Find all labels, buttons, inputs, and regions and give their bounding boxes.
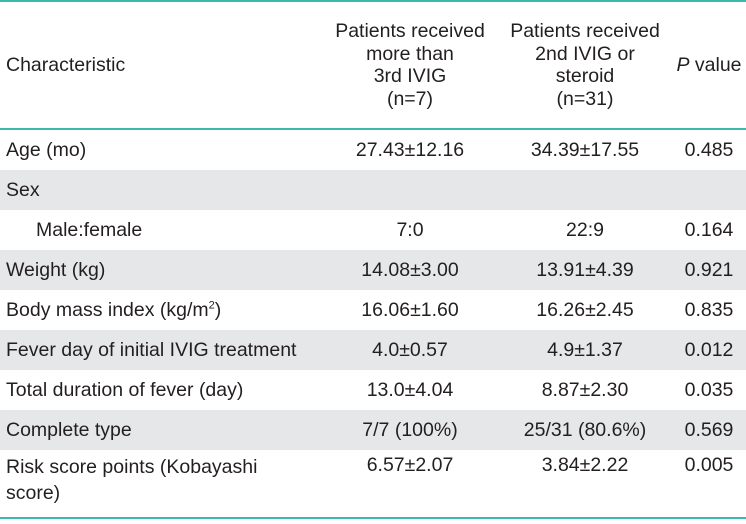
row-label-superscript: 2 xyxy=(208,299,215,312)
row-group1-value: 16.06±1.60 xyxy=(361,299,459,321)
header-p-letter: P xyxy=(676,53,690,76)
row-p-value: 0.035 xyxy=(684,379,734,401)
row-p-value: 0.921 xyxy=(684,259,734,281)
table-row: Body mass index (kg/m2) 16.06±1.60 16.26… xyxy=(0,290,746,330)
row-label: Age (mo) xyxy=(6,139,87,161)
row-p-value: 0.012 xyxy=(684,339,734,361)
row-group1-value: 4.0±0.57 xyxy=(372,339,448,361)
row-group1-value: 6.57±2.07 xyxy=(366,454,454,476)
row-p-value xyxy=(672,170,746,210)
row-group2-value: 34.39±17.55 xyxy=(530,139,640,161)
row-group1-value xyxy=(322,170,498,210)
row-label: Weight (kg) xyxy=(6,259,106,281)
row-p-value: 0.835 xyxy=(684,299,734,321)
header-group2-text: Patients received 2nd IVIG or steroid (n… xyxy=(510,20,660,110)
row-p-value: 0.569 xyxy=(684,419,734,441)
table-row: Age (mo) 27.43±12.16 34.39±17.55 0.485 xyxy=(0,130,746,170)
row-group2-value: 3.84±2.22 xyxy=(541,454,629,476)
row-label: Male:female xyxy=(36,219,143,241)
header-p-rest: value xyxy=(689,53,742,76)
row-label-text: Body mass index (kg/m xyxy=(6,299,209,321)
table-row: Sex xyxy=(0,170,746,210)
row-group1-value: 7:0 xyxy=(396,219,424,241)
table-row: Complete type 7/7 (100%) 25/31 (80.6%) 0… xyxy=(0,410,746,450)
row-group2-value xyxy=(498,170,672,210)
header-characteristic: Characteristic xyxy=(6,53,126,76)
header-p-value: P value xyxy=(672,2,746,128)
bottom-rule xyxy=(0,517,746,519)
row-group2-value: 13.91±4.39 xyxy=(536,259,634,281)
header-group1-text: Patients received more than 3rd IVIG (n=… xyxy=(335,20,485,110)
row-p-value: 0.164 xyxy=(684,219,734,241)
row-group2-value: 16.26±2.45 xyxy=(536,299,634,321)
header-group2: Patients received 2nd IVIG or steroid (n… xyxy=(498,2,672,128)
table-header: Characteristic Patients received more th… xyxy=(0,2,746,128)
row-group1-value: 7/7 (100%) xyxy=(362,419,458,441)
row-group2-value: 25/31 (80.6%) xyxy=(523,419,647,441)
row-label: Fever day of initial IVIG treatment xyxy=(6,339,297,361)
row-label: Sex xyxy=(6,179,40,201)
row-p-value: 0.485 xyxy=(684,139,734,161)
row-label: Total duration of fever (day) xyxy=(6,379,244,401)
row-label: Complete type xyxy=(6,419,132,441)
table-row: Fever day of initial IVIG treatment 4.0±… xyxy=(0,330,746,370)
table-row: Weight (kg) 14.08±3.00 13.91±4.39 0.921 xyxy=(0,250,746,290)
table-row: Male:female 7:0 22:9 0.164 xyxy=(0,210,746,250)
row-group2-value: 4.9±1.37 xyxy=(547,339,623,361)
table-row: Risk score points (Kobayashi score) 6.57… xyxy=(0,450,746,520)
header-rule xyxy=(0,128,746,130)
table-row: Total duration of fever (day) 13.0±4.04 … xyxy=(0,370,746,410)
row-label: Risk score points (Kobayashi score) xyxy=(6,456,258,504)
row-label: Body mass index (kg/m2) xyxy=(6,290,322,330)
top-rule xyxy=(0,0,746,2)
row-p-value: 0.005 xyxy=(684,454,734,476)
header-group1: Patients received more than 3rd IVIG (n=… xyxy=(322,2,498,128)
row-group1-value: 13.0±4.04 xyxy=(366,379,454,401)
row-group1-value: 14.08±3.00 xyxy=(361,259,459,281)
row-label-close: ) xyxy=(214,299,222,321)
row-group2-value: 22:9 xyxy=(566,219,604,241)
row-group2-value: 8.87±2.30 xyxy=(541,379,629,401)
row-group1-value: 27.43±12.16 xyxy=(355,139,465,161)
